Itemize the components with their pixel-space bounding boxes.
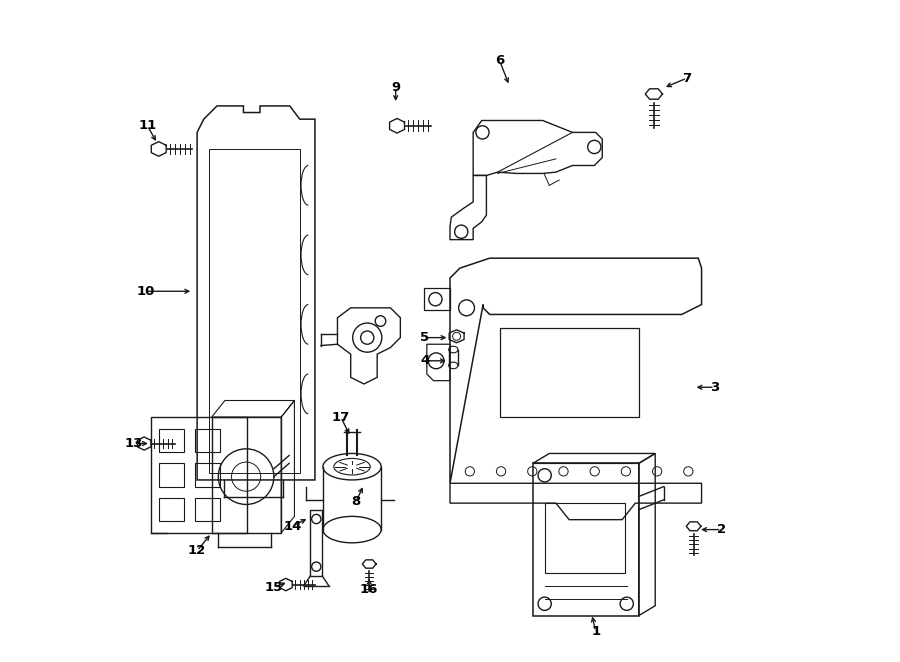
Bar <box>195 429 220 452</box>
Text: 6: 6 <box>495 54 504 68</box>
Text: 10: 10 <box>136 285 155 298</box>
Text: 2: 2 <box>717 523 726 536</box>
Text: 8: 8 <box>351 495 361 508</box>
Bar <box>500 328 639 417</box>
Text: 5: 5 <box>420 331 429 344</box>
Text: 12: 12 <box>188 544 206 557</box>
Text: 14: 14 <box>284 520 302 533</box>
Text: 11: 11 <box>139 119 157 132</box>
Bar <box>158 463 184 487</box>
Text: 1: 1 <box>591 625 600 638</box>
Text: 13: 13 <box>124 437 143 450</box>
Bar <box>158 498 184 521</box>
Bar <box>195 463 220 487</box>
Text: 4: 4 <box>420 354 429 367</box>
Text: 9: 9 <box>392 81 400 94</box>
Bar <box>195 498 220 521</box>
Text: 15: 15 <box>265 581 283 594</box>
Text: 7: 7 <box>682 71 691 85</box>
Text: 16: 16 <box>360 583 378 596</box>
Bar <box>544 503 626 573</box>
Text: 17: 17 <box>331 410 350 424</box>
Bar <box>158 429 184 452</box>
Bar <box>209 149 301 473</box>
Text: 3: 3 <box>710 381 719 394</box>
